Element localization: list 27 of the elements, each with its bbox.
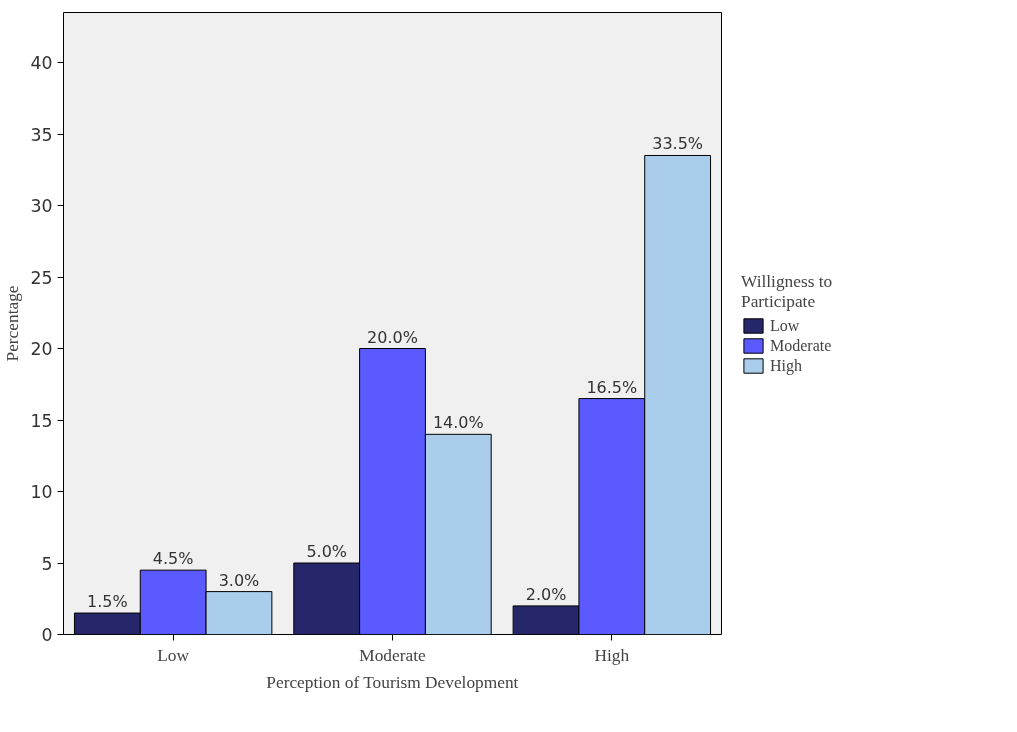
y-tick-label: 35 (30, 124, 53, 145)
legend-label: High (770, 356, 802, 375)
data-label: 2.0% (525, 584, 567, 604)
x-tick-label: Low (157, 645, 190, 665)
legend-title: Willigness to Participate (741, 271, 833, 312)
x-axis-title: Perception of Tourism Development (266, 672, 519, 692)
legend-label: Low (770, 316, 800, 335)
x-tick-label: High (594, 645, 630, 665)
y-tick-label: 10 (30, 482, 53, 503)
y-tick-label: 15 (30, 410, 53, 431)
y-tick-label: 30 (30, 196, 53, 217)
y-axis-title: Percentage (3, 285, 23, 362)
data-label: 16.5% (586, 377, 638, 397)
data-label: 1.5% (87, 592, 128, 612)
y-tick-label: 40 (30, 53, 53, 74)
data-label: 5.0% (306, 542, 348, 562)
x-tick-label: Moderate (359, 645, 427, 665)
y-tick-label: 5 (41, 553, 53, 574)
data-label: 3.0% (218, 570, 260, 590)
data-label: 14.0% (432, 413, 484, 433)
y-tick-label: 25 (30, 267, 53, 288)
data-label: 33.5% (652, 134, 704, 154)
data-label: 4.5% (152, 549, 194, 569)
y-tick-label: 20 (30, 339, 53, 360)
data-label: 20.0% (367, 327, 418, 347)
y-tick-label: 0 (41, 625, 53, 645)
legend-label: Moderate (770, 336, 832, 355)
